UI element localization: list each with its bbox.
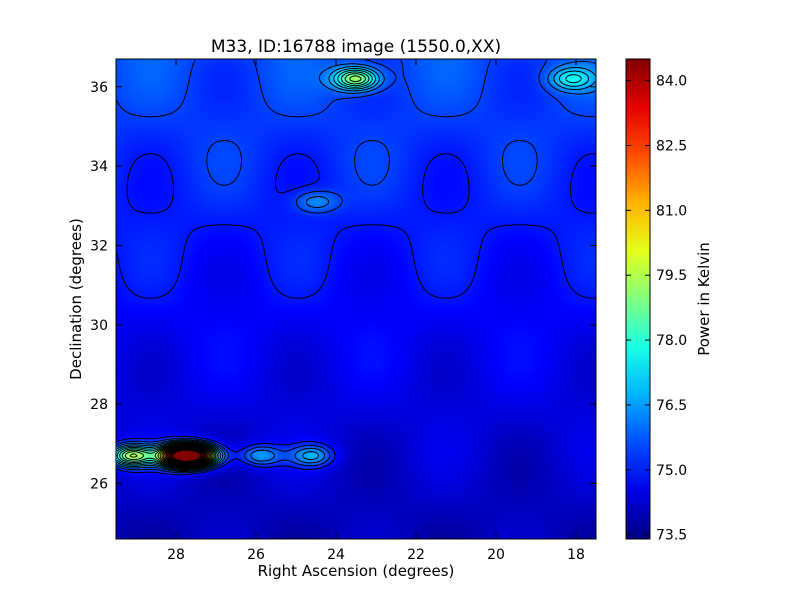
contour-line [116, 68, 590, 471]
heatmap-image [116, 59, 596, 539]
colorbar: 73.5 75.0 76.5 78.0 79.5 81.0 82.5 84.0 Power i… [625, 58, 713, 544]
contour-line [170, 449, 203, 463]
y-tick-label: 26 [90, 476, 108, 492]
contour-line [116, 66, 596, 471]
y-tick-label: 28 [90, 397, 108, 413]
y-tick-label: 34 [90, 159, 108, 175]
contour-lines [116, 59, 596, 476]
y-tick-label: 30 [90, 318, 108, 334]
chart-title: M33, ID:16788 image (1550.0,XX) [211, 37, 501, 57]
y-tick-label: 36 [90, 80, 108, 96]
colorbar-tick-label: 75.0 [656, 463, 687, 479]
contour-line [129, 444, 214, 467]
y-tick-label: 32 [90, 238, 108, 254]
plot-area: 28 26 24 22 20 18 26 28 30 32 34 36 [90, 58, 597, 563]
contour-line [172, 449, 202, 462]
plot-frame [115, 58, 597, 540]
colorbar-tick-label: 73.5 [656, 528, 687, 544]
contour-line [124, 75, 362, 468]
contour-line [119, 71, 370, 469]
colorbar-tick-label: 84.0 [656, 74, 687, 90]
x-tick-label: 18 [567, 547, 585, 563]
x-tick-label: 22 [407, 547, 425, 563]
y-axis: 26 28 30 32 34 36 [90, 80, 596, 492]
contour-line [116, 69, 582, 470]
colorbar-tick-label: 82.5 [656, 138, 687, 154]
colorbar-scale [625, 58, 651, 540]
colorbar-tick-label: 81.0 [656, 203, 687, 219]
x-tick-label: 26 [247, 547, 265, 563]
x-tick-label: 24 [327, 547, 345, 563]
contour-line [116, 153, 596, 476]
x-tick-label: 28 [167, 547, 185, 563]
contour-line [116, 60, 596, 472]
colorbar-tick-label: 79.5 [656, 268, 687, 284]
colorbar-ticks: 73.5 75.0 76.5 78.0 79.5 81.0 82.5 84.0 [626, 74, 687, 544]
x-axis-label: Right Ascension (degrees) [258, 562, 455, 580]
contour-line [116, 59, 595, 474]
contour-line [121, 73, 366, 468]
x-axis: 28 26 24 22 20 18 [167, 59, 585, 563]
colorbar-label: Power in Kelvin [695, 242, 713, 356]
colorbar-tick-label: 78.0 [656, 333, 687, 349]
y-axis-label: Declination (degrees) [67, 218, 85, 380]
x-tick-label: 20 [487, 547, 505, 563]
colorbar-tick-label: 76.5 [656, 398, 687, 414]
